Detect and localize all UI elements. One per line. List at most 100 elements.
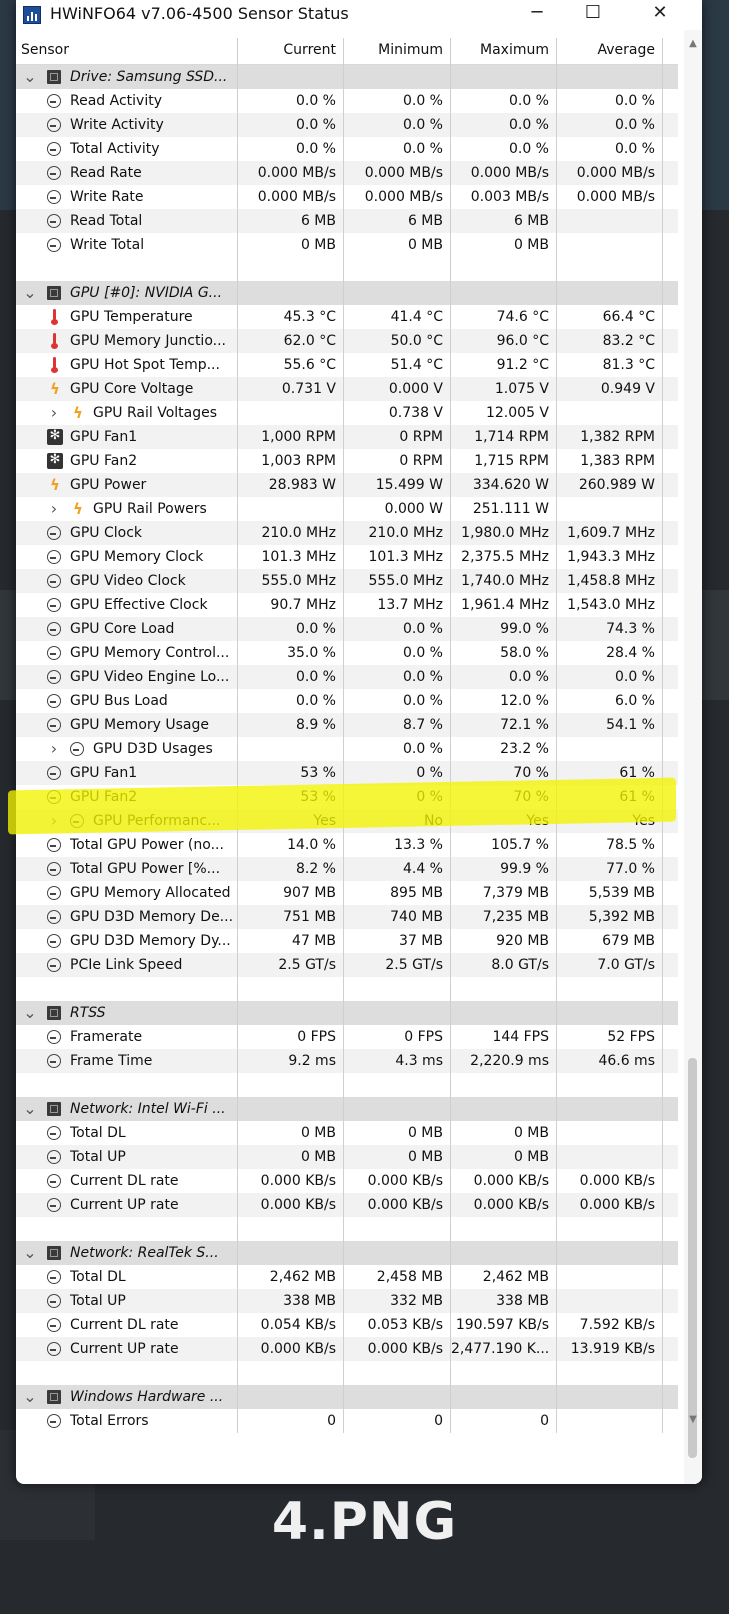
- sensor-row-gpu-memory-junctio[interactable]: GPU Memory Junctio... 62.0 °C 50.0 °C 96.0 …: [16, 329, 678, 353]
- column-divider[interactable]: [237, 38, 238, 1433]
- column-header-sensor[interactable]: Sensor: [21, 42, 69, 58]
- sensor-row-total-up[interactable]: Total UP 0 MB 0 MB 0 MB: [16, 1145, 678, 1169]
- sensor-label: Windows Hardware ...: [70, 1389, 224, 1405]
- sensor-row-total-errors[interactable]: Total Errors 0 0 0: [16, 1409, 678, 1433]
- sensor-row-gpu-hot-spot-temp[interactable]: GPU Hot Spot Temp... 55.6 °C 51.4 °C 91.2 °…: [16, 353, 678, 377]
- sensor-row-current-up-rate[interactable]: Current UP rate 0.000 KB/s 0.000 KB/s 2,477…: [16, 1337, 678, 1361]
- sensor-row-gpu-memory-allocated[interactable]: GPU Memory Allocated 907 MB 895 MB 7,379 MB…: [16, 881, 678, 905]
- sensor-row-write-rate[interactable]: Write Rate 0.000 MB/s 0.000 MB/s 0.003 MB/s…: [16, 185, 678, 209]
- sensor-group-gpu-0-nvidia-g[interactable]: ⌄ GPU [#0]: NVIDIA G...: [16, 281, 678, 305]
- expand-chevron-icon[interactable]: ›: [50, 811, 58, 830]
- sensor-row-gpu-d3d-memory-dy[interactable]: GPU D3D Memory Dy... 47 MB 37 MB 920 MB 679 …: [16, 929, 678, 953]
- average-value: [557, 1121, 655, 1145]
- sensor-row-gpu-memory-usage[interactable]: GPU Memory Usage 8.9 % 8.7 % 72.1 % 54.1 %: [16, 713, 678, 737]
- expand-chevron-icon[interactable]: ›: [50, 739, 58, 758]
- sensor-row-gpu-fan2[interactable]: GPU Fan2 53 % 0 % 70 % 61 %: [16, 785, 678, 809]
- sensor-row-gpu-clock[interactable]: GPU Clock 210.0 MHz 210.0 MHz 1,980.0 MHz 1,…: [16, 521, 678, 545]
- sensor-group-rtss[interactable]: ⌄ RTSS: [16, 1001, 678, 1025]
- sensor-row-gpu-bus-load[interactable]: GPU Bus Load 0.0 % 0.0 % 12.0 % 6.0 %: [16, 689, 678, 713]
- window-title: HWiNFO64 v7.06-4500 Sensor Status: [50, 4, 349, 23]
- sensor-group-drive-samsung-ssd[interactable]: ⌄ Drive: Samsung SSD...: [16, 65, 678, 89]
- collapse-chevron-icon[interactable]: ⌄: [23, 283, 37, 302]
- column-header-current[interactable]: Current: [283, 42, 336, 58]
- sensor-row-gpu-rail-powers[interactable]: › ϟ GPU Rail Powers 0.000 W 251.111 W: [16, 497, 678, 521]
- maximum-value: 1.075 V: [494, 381, 549, 397]
- sensor-row-total-dl[interactable]: Total DL 2,462 MB 2,458 MB 2,462 MB: [16, 1265, 678, 1289]
- minimum-value: 0.738 V: [388, 405, 443, 421]
- column-header-maximum[interactable]: Maximum: [480, 42, 549, 58]
- sensor-row-frame-time[interactable]: Frame Time 9.2 ms 4.3 ms 2,220.9 ms 46.6 ms: [16, 1049, 678, 1073]
- sensor-row-current-dl-rate[interactable]: Current DL rate 0.054 KB/s 0.053 KB/s 190.5…: [16, 1313, 678, 1337]
- expand-chevron-icon[interactable]: ›: [50, 499, 58, 518]
- expand-chevron-icon[interactable]: ›: [50, 403, 58, 422]
- sensor-group-windows-hardware[interactable]: ⌄ Windows Hardware ...: [16, 1385, 678, 1409]
- sensor-row-gpu-d3d-usages[interactable]: › GPU D3D Usages 0.0 % 23.2 %: [16, 737, 678, 761]
- sensor-row-gpu-power[interactable]: ϟ GPU Power 28.983 W 15.499 W 334.620 W 260.9…: [16, 473, 678, 497]
- column-header-minimum[interactable]: Minimum: [378, 42, 443, 58]
- title-bar[interactable]: HWiNFO64 v7.06-4500 Sensor Status ─ ☐ ✕: [16, 0, 702, 30]
- sensor-row-gpu-performanc[interactable]: › GPU Performanc... Yes No Yes Yes: [16, 809, 678, 833]
- scroll-up-arrow[interactable]: ▲: [689, 38, 697, 49]
- sensor-row-total-activity[interactable]: Total Activity 0.0 % 0.0 % 0.0 % 0.0 %: [16, 137, 678, 161]
- collapse-chevron-icon[interactable]: ⌄: [23, 1387, 37, 1406]
- sensor-row-gpu-core-load[interactable]: GPU Core Load 0.0 % 0.0 % 99.0 % 74.3 %: [16, 617, 678, 641]
- lightning-bolt-icon: ϟ: [50, 476, 60, 494]
- maximum-value: 920 MB: [496, 933, 549, 949]
- clock-icon: [47, 790, 61, 804]
- sensor-row-gpu-fan1[interactable]: GPU Fan1 1,000 RPM 0 RPM 1,714 RPM 1,382 RPM: [16, 425, 678, 449]
- sensor-row-read-rate[interactable]: Read Rate 0.000 MB/s 0.000 MB/s 0.000 MB/s 0…: [16, 161, 678, 185]
- sensor-row-total-gpu-power-no[interactable]: Total GPU Power (no... 14.0 % 13.3 % 105.7 …: [16, 833, 678, 857]
- maximum-value: 0.0 %: [508, 93, 549, 109]
- column-header-average[interactable]: Average: [597, 42, 656, 58]
- clock-icon: [47, 214, 61, 228]
- sensor-row-gpu-core-voltage[interactable]: ϟ GPU Core Voltage 0.731 V 0.000 V 1.075 V 0.…: [16, 377, 678, 401]
- sensor-row-total-dl[interactable]: Total DL 0 MB 0 MB 0 MB: [16, 1121, 678, 1145]
- sensor-row-write-total[interactable]: Write Total 0 MB 0 MB 0 MB: [16, 233, 678, 257]
- sensor-label: GPU Fan1: [70, 765, 138, 781]
- sensor-row-pcie-link-speed[interactable]: PCIe Link Speed 2.5 GT/s 2.5 GT/s 8.0 GT/s 7…: [16, 953, 678, 977]
- sensor-row-read-activity[interactable]: Read Activity 0.0 % 0.0 % 0.0 % 0.0 %: [16, 89, 678, 113]
- sensor-row-gpu-effective-clock[interactable]: GPU Effective Clock 90.7 MHz 13.7 MHz 1,961…: [16, 593, 678, 617]
- collapse-chevron-icon[interactable]: ⌄: [23, 1099, 37, 1118]
- sensor-row-current-up-rate[interactable]: Current UP rate 0.000 KB/s 0.000 KB/s 0.000…: [16, 1193, 678, 1217]
- sensor-row-current-dl-rate[interactable]: Current DL rate 0.000 KB/s 0.000 KB/s 0.000…: [16, 1169, 678, 1193]
- sensor-label: Framerate: [70, 1029, 143, 1045]
- minimize-button[interactable]: ─: [531, 2, 543, 23]
- sensor-row-gpu-fan2[interactable]: GPU Fan2 1,003 RPM 0 RPM 1,715 RPM 1,383 RPM: [16, 449, 678, 473]
- clock-icon: [47, 1414, 61, 1428]
- scroll-down-arrow[interactable]: ▼: [689, 1414, 697, 1425]
- sensor-row-framerate[interactable]: Framerate 0 FPS 0 FPS 144 FPS 52 FPS: [16, 1025, 678, 1049]
- column-divider[interactable]: [343, 38, 344, 1433]
- collapse-chevron-icon[interactable]: ⌄: [23, 1003, 37, 1022]
- column-divider[interactable]: [556, 38, 557, 1433]
- sensor-row-gpu-memory-control[interactable]: GPU Memory Control... 35.0 % 0.0 % 58.0 % 28…: [16, 641, 678, 665]
- sensor-row-total-gpu-power[interactable]: Total GPU Power [%... 8.2 % 4.4 % 99.9 % 77.…: [16, 857, 678, 881]
- sensor-name-cell: GPU Video Clock: [16, 569, 236, 593]
- sensor-row-gpu-memory-clock[interactable]: GPU Memory Clock 101.3 MHz 101.3 MHz 2,375.…: [16, 545, 678, 569]
- sensor-row-gpu-video-engine-lo[interactable]: GPU Video Engine Lo... 0.0 % 0.0 % 0.0 % 0.0…: [16, 665, 678, 689]
- scroll-thumb[interactable]: [688, 1058, 697, 1458]
- column-divider[interactable]: [662, 38, 663, 1433]
- sensor-row-gpu-temperature[interactable]: GPU Temperature 45.3 °C 41.4 °C 74.6 °C 66.4…: [16, 305, 678, 329]
- sensor-row-gpu-video-clock[interactable]: GPU Video Clock 555.0 MHz 555.0 MHz 1,740.0…: [16, 569, 678, 593]
- column-divider[interactable]: [450, 38, 451, 1433]
- collapse-chevron-icon[interactable]: ⌄: [23, 67, 37, 86]
- sensor-group-network-realtek-s[interactable]: ⌄ Network: RealTek S...: [16, 1241, 678, 1265]
- sensor-row-gpu-fan1[interactable]: GPU Fan1 53 % 0 % 70 % 61 %: [16, 761, 678, 785]
- sensor-row-read-total[interactable]: Read Total 6 MB 6 MB 6 MB: [16, 209, 678, 233]
- sensor-name-cell: › GPU Performanc...: [16, 809, 236, 833]
- maximum-value: 7,235 MB: [482, 909, 549, 925]
- sensor-row-write-activity[interactable]: Write Activity 0.0 % 0.0 % 0.0 % 0.0 %: [16, 113, 678, 137]
- sensor-row-gpu-d3d-memory-de[interactable]: GPU D3D Memory De... 751 MB 740 MB 7,235 MB…: [16, 905, 678, 929]
- vertical-scrollbar[interactable]: ▲ ▼: [684, 30, 702, 1484]
- sensor-group-network-intel-wi-fi[interactable]: ⌄ Network: Intel Wi-Fi ...: [16, 1097, 678, 1121]
- sensor-row-gpu-rail-voltages[interactable]: › ϟ GPU Rail Voltages 0.738 V 12.005 V: [16, 401, 678, 425]
- clock-icon: [47, 838, 61, 852]
- collapse-chevron-icon[interactable]: ⌄: [23, 1243, 37, 1262]
- current-value: 0.0 %: [295, 669, 336, 685]
- close-button[interactable]: ✕: [652, 2, 668, 23]
- maximize-button[interactable]: ☐: [584, 2, 602, 23]
- sensor-row-total-up[interactable]: Total UP 338 MB 332 MB 338 MB: [16, 1289, 678, 1313]
- clock-icon: [47, 190, 61, 204]
- average-value: 28.4 %: [606, 645, 655, 661]
